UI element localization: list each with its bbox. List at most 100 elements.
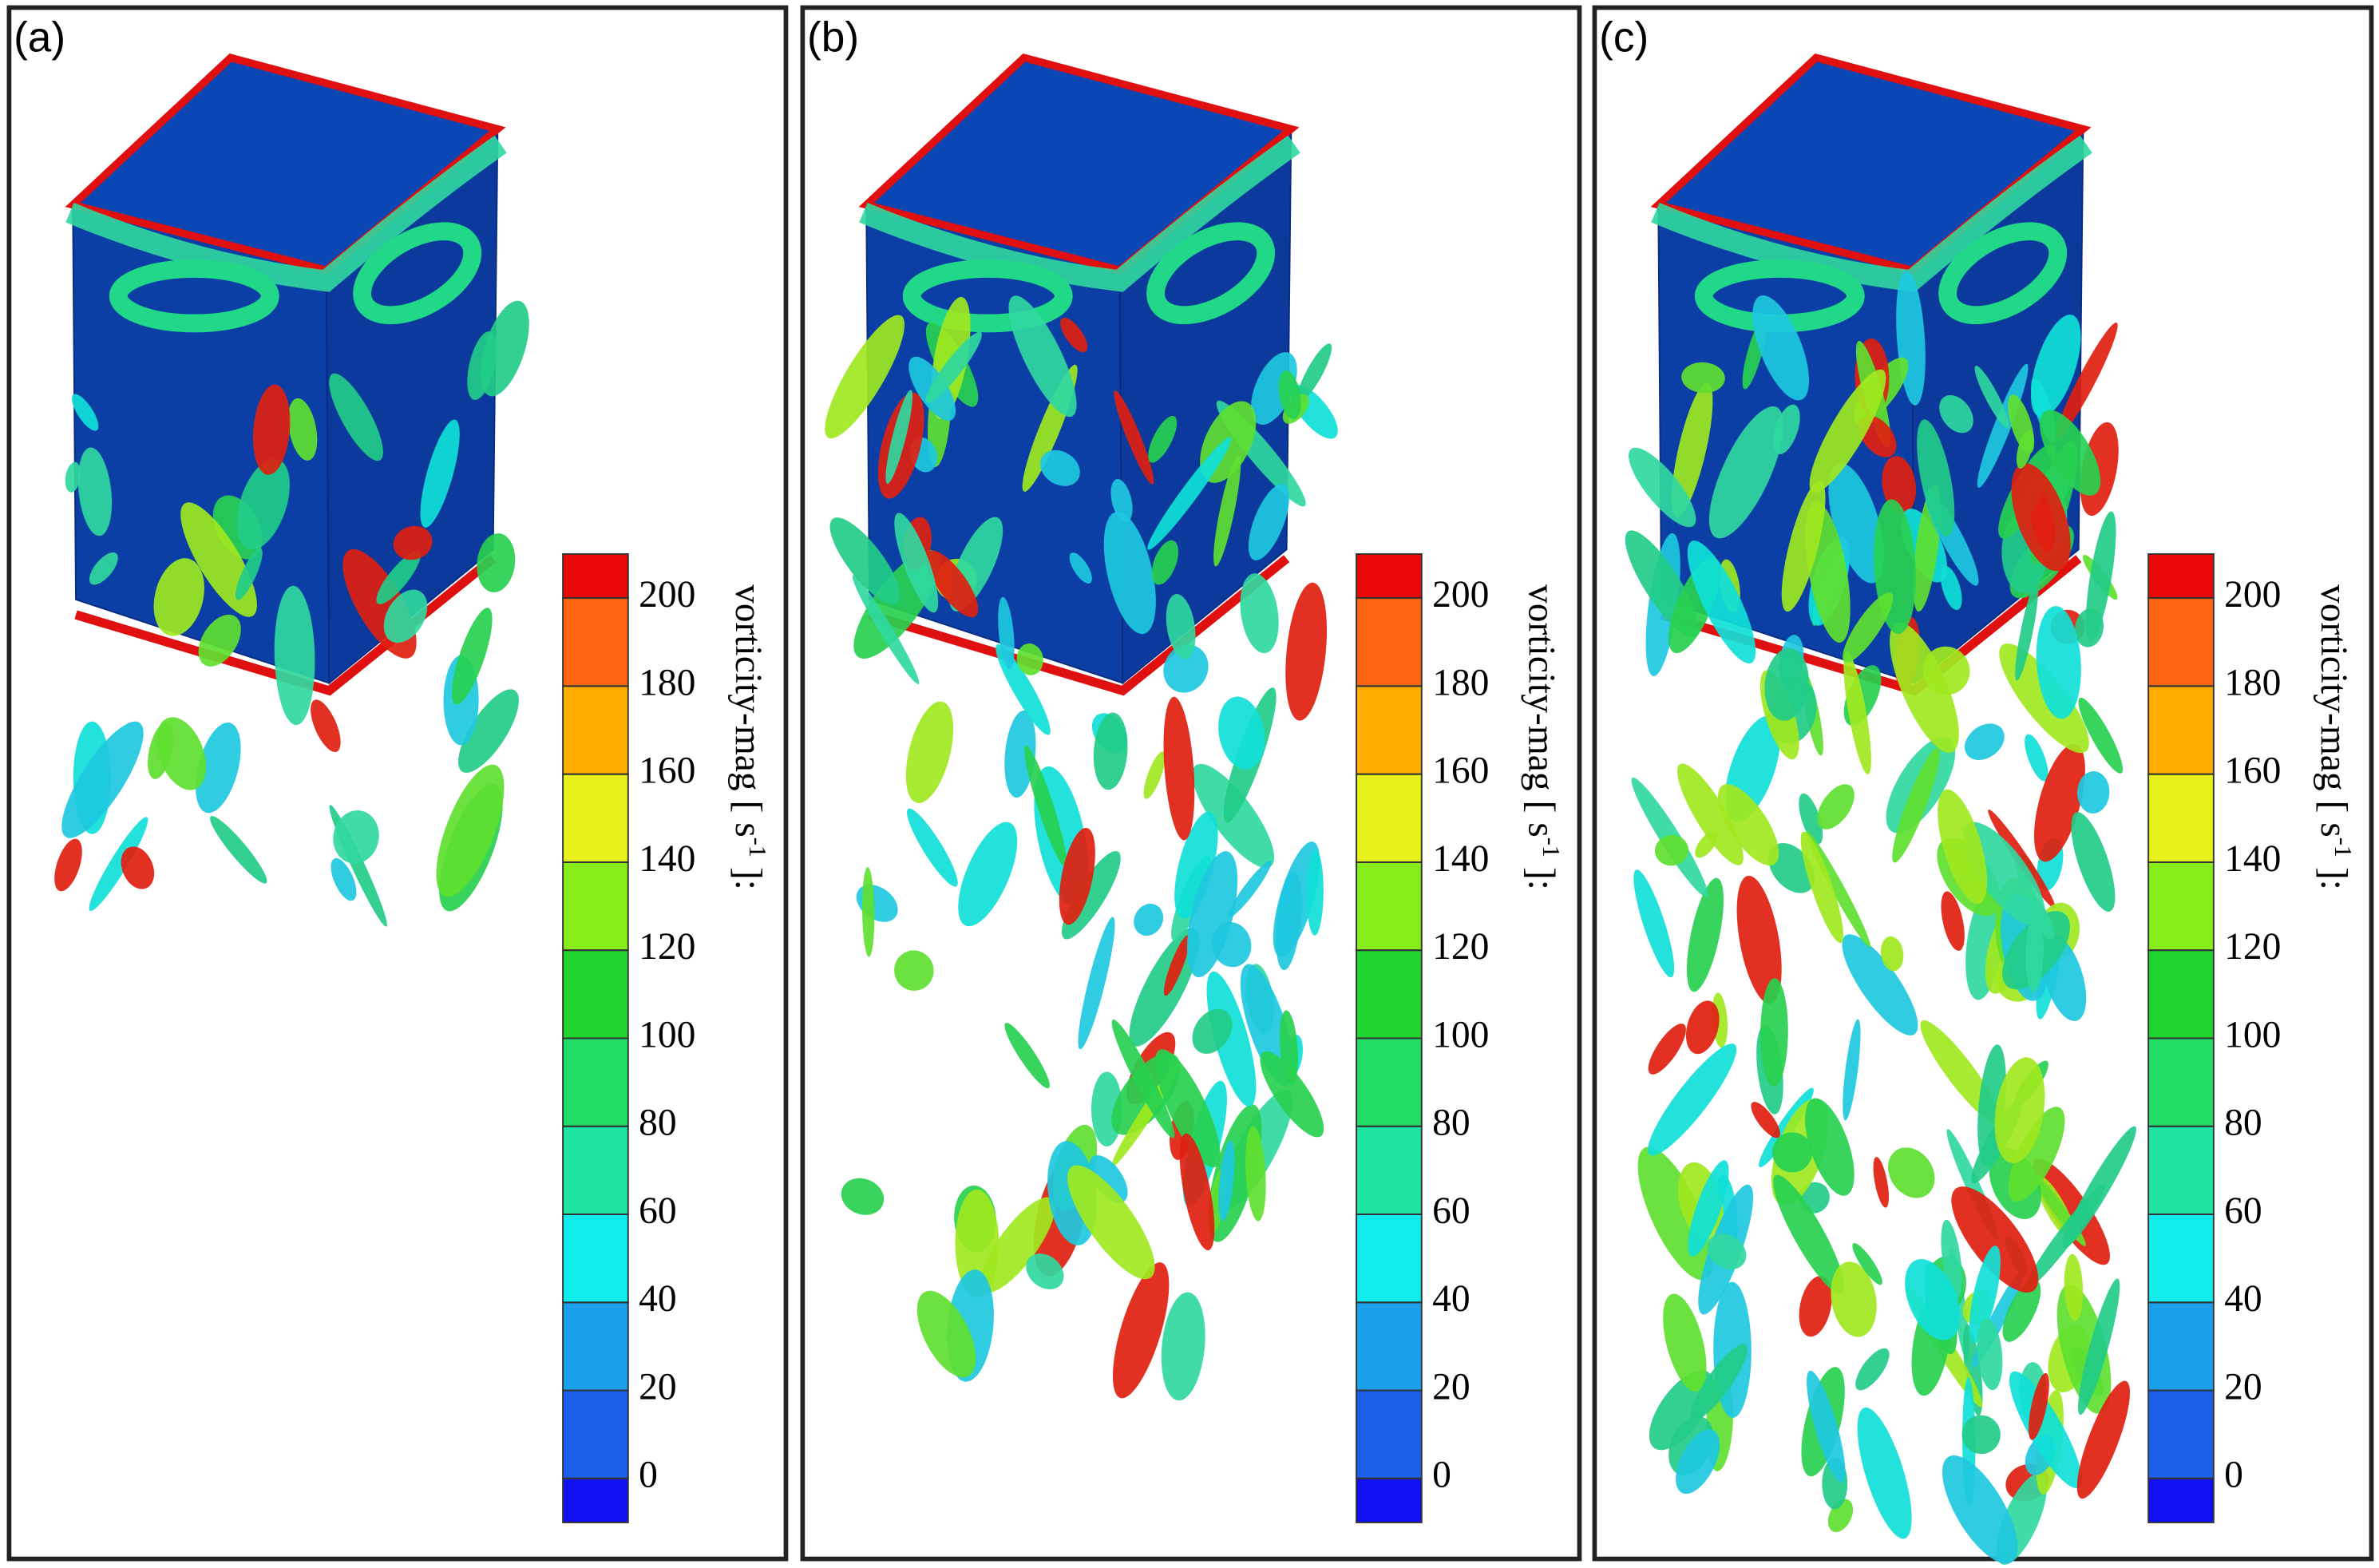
vortex-blob bbox=[825, 315, 904, 439]
colorbar-segment bbox=[562, 685, 629, 775]
colorbar-title: vorticity-mag [ s-1 ]: bbox=[727, 584, 771, 890]
colorbar-segment bbox=[562, 553, 629, 600]
vortex-blob bbox=[2015, 582, 2039, 681]
vortex-blob bbox=[89, 552, 118, 585]
vortex-blob bbox=[894, 513, 939, 613]
colorbar-segment bbox=[562, 1477, 629, 1523]
vortex-blob bbox=[2039, 410, 2101, 496]
vortex-blob bbox=[1939, 394, 1973, 434]
vortex-blob bbox=[1285, 582, 1328, 721]
vortex-blob bbox=[148, 723, 174, 779]
corner-vortex bbox=[1938, 222, 2068, 325]
vortex-blob bbox=[1951, 1186, 2039, 1293]
vortex-blob bbox=[1688, 1160, 1729, 1257]
colorbar-segment bbox=[2147, 685, 2215, 775]
vortex-blob bbox=[852, 575, 920, 684]
vortex-blob bbox=[958, 822, 1018, 927]
vortex-blob bbox=[1663, 1293, 1707, 1392]
colorbar-segment bbox=[2147, 553, 2215, 600]
vortex-blob bbox=[925, 550, 979, 618]
vortex-blob bbox=[1685, 1000, 1720, 1055]
vortex-blob bbox=[1671, 382, 1713, 517]
vortex-blob bbox=[1147, 437, 1232, 550]
base-vortex bbox=[868, 555, 1290, 696]
colorbar-tick-label: 40 bbox=[1432, 1278, 1471, 1320]
vortex-blob bbox=[65, 461, 81, 493]
vortex-blob bbox=[2078, 697, 2124, 774]
colorbar-segment bbox=[1356, 597, 1423, 687]
colorbar-segment bbox=[1356, 861, 1423, 952]
vortex-blob bbox=[1306, 849, 1324, 936]
colorbar-title-end: ]: bbox=[1521, 857, 1562, 890]
vortex-blob bbox=[1206, 971, 1257, 1107]
vortex-blob bbox=[1134, 903, 1164, 936]
colorbar-segment bbox=[562, 1301, 629, 1392]
vortex-blob bbox=[1633, 869, 1675, 978]
vortex-blob bbox=[1016, 643, 1043, 675]
vortex-blob bbox=[2078, 1278, 2120, 1416]
vortex-blob bbox=[2002, 1280, 2041, 1342]
vortex-blob bbox=[458, 689, 519, 773]
vortex-blob bbox=[1161, 1292, 1205, 1401]
vortex-blob bbox=[2071, 812, 2116, 912]
vortex-blob bbox=[252, 384, 291, 475]
vortex-blob bbox=[376, 551, 421, 604]
vortex-blob bbox=[998, 596, 1015, 670]
vortex-blob bbox=[2056, 323, 2118, 438]
vortex-blob bbox=[1004, 711, 1036, 798]
vortex-blob bbox=[1067, 1165, 1155, 1280]
vortex-blob bbox=[89, 817, 148, 912]
colorbar-tick-label: 60 bbox=[1432, 1190, 1471, 1232]
cube-top-face bbox=[858, 53, 1300, 275]
colorbar-segment bbox=[1356, 1389, 1423, 1479]
vortex-blob bbox=[1240, 964, 1294, 1087]
panel: (c) 0 20 40 60 80 100 120 140 160 180 200 vorticity-… bbox=[1592, 5, 2374, 1565]
vortex-blob bbox=[2008, 1107, 2065, 1202]
vortex-blob bbox=[2033, 743, 2085, 862]
colorbar-segment bbox=[2147, 1477, 2215, 1523]
colorbar-title-text: vorticity-mag [ s bbox=[2313, 584, 2354, 837]
vortex-blob bbox=[1004, 1023, 1050, 1089]
vortex-blob bbox=[1008, 295, 1077, 418]
vortex-blob bbox=[436, 764, 505, 897]
vortex-blob bbox=[885, 390, 913, 485]
edge-vortex bbox=[859, 135, 1300, 292]
vortex-blob bbox=[1154, 1049, 1221, 1168]
vortex-blob bbox=[1166, 593, 1196, 659]
vortex-blob bbox=[77, 447, 113, 537]
colorbar-tick-label: 120 bbox=[1432, 926, 1489, 968]
colorbar-segment bbox=[2147, 1301, 2215, 1392]
colorbar-tick-label: 0 bbox=[639, 1455, 658, 1496]
vortex-blob bbox=[1800, 831, 1843, 944]
vortex-blob bbox=[2009, 1371, 2082, 1488]
vortex-blob bbox=[2074, 608, 2104, 647]
colorbar-segment bbox=[562, 773, 629, 863]
colorbar-tick-label: 200 bbox=[639, 574, 695, 616]
vortex-blob bbox=[955, 1189, 999, 1298]
vortex-blob bbox=[1110, 479, 1133, 523]
vortex-blob bbox=[916, 1290, 976, 1378]
panel-label: (b) bbox=[807, 14, 859, 61]
vortex-blob bbox=[480, 300, 529, 397]
vortex-blob bbox=[1654, 834, 1689, 866]
vortex-blob bbox=[1629, 447, 1696, 528]
colorbar-segment bbox=[562, 1214, 629, 1304]
vortex-blob bbox=[451, 608, 493, 705]
vortex-blob bbox=[235, 548, 263, 600]
vortex-blob bbox=[1752, 295, 1810, 401]
colorbar-segment bbox=[2147, 1037, 2215, 1127]
vortex-blob bbox=[1093, 712, 1128, 790]
vortex-blob bbox=[198, 614, 241, 667]
panel-border bbox=[800, 5, 1582, 1562]
vortex-blob bbox=[1781, 481, 1826, 612]
vortex-blob bbox=[2064, 1253, 2084, 1321]
vortex-blob bbox=[1251, 352, 1297, 425]
vortex-blob bbox=[1163, 696, 1195, 841]
vortex-blob bbox=[1276, 871, 1302, 971]
vortex-blob bbox=[1228, 861, 1272, 918]
vortex-blob bbox=[1681, 362, 1725, 394]
vortex-blob bbox=[1764, 647, 1809, 721]
vortex-blob bbox=[2076, 1380, 2130, 1499]
vortex-blob bbox=[1260, 1051, 1324, 1138]
